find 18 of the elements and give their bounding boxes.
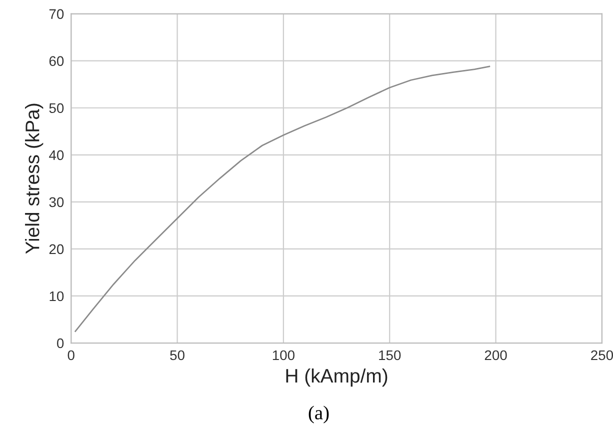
x-axis-title: H (kAmp/m) <box>286 368 388 387</box>
y-tick-label: 50 <box>49 103 64 114</box>
y-axis-title: Yield stress (kPa) <box>25 104 44 254</box>
y-tick-label: 70 <box>49 9 64 19</box>
x-tick-label: 50 <box>170 350 184 360</box>
x-tick-label: 100 <box>272 350 294 360</box>
x-tick-label: 250 <box>591 350 613 360</box>
y-tick-label: 60 <box>49 56 64 66</box>
x-tick-label: 200 <box>484 350 507 360</box>
line-series <box>74 66 490 332</box>
x-tick-label: 150 <box>379 350 401 360</box>
y-tick-label: 30 <box>49 197 64 208</box>
y-tick-label: 10 <box>50 291 64 302</box>
y-tick-label: 20 <box>49 244 64 254</box>
y-tick-label: 0 <box>56 338 64 348</box>
x-tick-label: 0 <box>68 350 74 360</box>
text: (a) <box>308 406 329 424</box>
y-tick-label: 40 <box>49 150 64 160</box>
